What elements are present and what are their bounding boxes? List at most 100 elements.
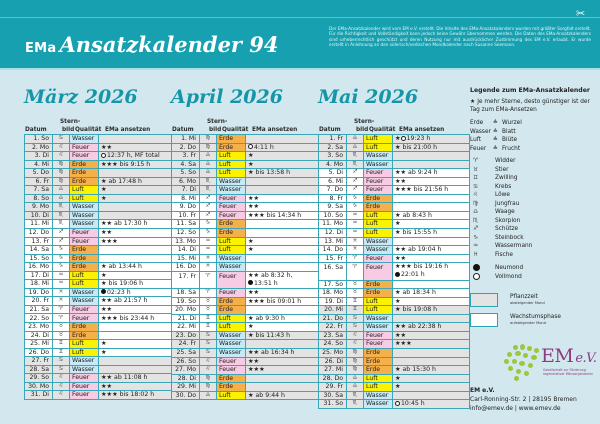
table-row: 6. Mo ♏ Wasser bbox=[171, 176, 323, 187]
date-cell: 4. Mo bbox=[318, 159, 347, 170]
phase-label: Pflanzzeit absteigender Mond bbox=[510, 293, 545, 306]
table-row: 4. Sa ♎ Luft ★ bbox=[171, 159, 323, 170]
zodiac-sign-icon: ♎ bbox=[346, 142, 364, 153]
quality-cell: Erde bbox=[216, 134, 246, 144]
ansetzen-cell: ★★ bbox=[245, 356, 323, 367]
zodiac-sign-icon: ♐ bbox=[346, 168, 364, 178]
date-cell: 19. Di bbox=[318, 296, 347, 307]
quality-cell: Erde bbox=[69, 262, 99, 272]
quality-cell: Wasser bbox=[216, 176, 246, 187]
ansetzen-cell bbox=[392, 313, 470, 324]
zodiac-sign-icon: ♐ bbox=[199, 210, 217, 221]
quality-cell: Luft bbox=[69, 270, 99, 281]
zodiac-name: Widder bbox=[495, 158, 516, 165]
zodiac-sign-icon: ♐ bbox=[346, 176, 364, 187]
phase-sublabel: absteigender Mond bbox=[510, 301, 545, 306]
phase-swatch bbox=[470, 313, 498, 328]
quality-cell: Erde bbox=[363, 348, 393, 358]
new-moon-icon bbox=[395, 271, 400, 277]
zodiac-name: Zwilling bbox=[495, 175, 518, 182]
date-cell: 11. Mi bbox=[24, 219, 53, 229]
ansetzen-cell: ★★ bbox=[245, 288, 323, 298]
quality-cell: Feuer bbox=[69, 236, 99, 247]
date-cell: 25. Mo bbox=[318, 348, 347, 358]
date-cell: 3. Fr bbox=[171, 151, 200, 161]
scissors-icon: ✂ bbox=[576, 7, 586, 20]
table-row: 3. Di ♌ Feuer 12:37 h, MF total bbox=[24, 151, 176, 161]
table-row: 16. Mo ♑ Erde ★ ab 13:44 h bbox=[24, 262, 176, 272]
table-row: 10. So ♒ Luft ★ ab 8:43 h bbox=[318, 210, 470, 221]
ansetzen-cell: ★ bbox=[98, 270, 176, 281]
quality-cell: Feuer bbox=[363, 185, 393, 195]
col-ansetzen: EMa ansetzen bbox=[105, 127, 151, 133]
table-row: 19. Di ♊ Luft ★ bbox=[318, 296, 470, 307]
zodiac-sign-icon: ♎ bbox=[199, 168, 217, 178]
legend-sign-row: ♋ Krebs bbox=[470, 183, 598, 192]
legend-sign-row: ♒ Wassermann bbox=[470, 242, 598, 251]
corresponds-icon: ≙ bbox=[493, 137, 498, 144]
date-cell: 7. Sa bbox=[24, 185, 53, 195]
legend-sign-row: ♎ Waage bbox=[470, 208, 598, 217]
date-cell: 7. Do bbox=[318, 185, 347, 195]
zodiac-sign-icon: ♏ bbox=[346, 399, 364, 409]
quality-cell: Wasser bbox=[216, 339, 246, 349]
ansetzen-cell bbox=[98, 134, 176, 144]
date-cell: 11. Sa bbox=[171, 219, 200, 229]
date-cell: 12. Do bbox=[24, 228, 53, 238]
quality-cell: Luft bbox=[216, 159, 246, 170]
quality-cell: Luft bbox=[216, 236, 246, 247]
date-cell: 27. Mi bbox=[318, 365, 347, 375]
table-row: 6. Mi ♐ Feuer ★★ bbox=[318, 176, 470, 187]
table-row: 15. Mi ♓ Wasser bbox=[171, 253, 323, 264]
quality-cell: Feuer bbox=[363, 339, 393, 349]
ansetzen-cell: ★★ bbox=[392, 253, 470, 264]
quality-cell: Erde bbox=[363, 193, 393, 204]
table-row: 19. So ♉ Erde ★★★ bis 09:01 h bbox=[171, 296, 323, 307]
date-cell: 12. Di bbox=[318, 228, 347, 238]
legend-sign-row: ♐ Schütze bbox=[470, 225, 598, 234]
ansetzen-cell bbox=[245, 253, 323, 264]
element-name: Wasser bbox=[470, 128, 491, 135]
date-cell: 24. Fr bbox=[171, 339, 200, 349]
zodiac-sign-icon: ♍ bbox=[199, 382, 217, 392]
table-row: 20. Mi ♊ Luft ★ bis 19:08 h bbox=[318, 305, 470, 315]
ansetzen-cell: ★★★ bis 18:02 h bbox=[98, 390, 176, 400]
zodiac-sign-icon: ♌ bbox=[199, 356, 217, 367]
column-headers: Datum Stern-bild Qualität EMa ansetzen bbox=[318, 114, 470, 134]
ansetzen-cell: ★★ ab 16:34 h bbox=[245, 348, 323, 358]
corresponds-icon: ≙ bbox=[493, 120, 498, 127]
table-row: 24. Fr ♋ Wasser bbox=[171, 339, 323, 349]
quality-cell: Wasser bbox=[216, 185, 246, 195]
table-row: 27. Mi ♍ Erde ★ ab 15:30 h bbox=[318, 365, 470, 375]
zodiac-sign-icon: ♌ bbox=[346, 339, 364, 349]
table-row: 9. Do ♐ Feuer ★★ bbox=[171, 202, 323, 212]
date-cell: 1. So bbox=[24, 134, 53, 144]
ansetzen-cell: ★ bis 19:06 h bbox=[98, 279, 176, 289]
legend-moon-phases: Neumond Vollmond bbox=[470, 264, 598, 281]
date-cell: 24. So bbox=[318, 339, 347, 349]
quality-cell: Luft bbox=[363, 134, 393, 144]
page-title: EMa Ansatzkalender 94 bbox=[25, 32, 279, 57]
quality-cell: Erde bbox=[216, 305, 246, 315]
ansetzen-cell bbox=[392, 202, 470, 212]
quality-cell: Wasser bbox=[363, 236, 393, 247]
table-row: 27. Fr ♋ Wasser bbox=[24, 356, 176, 366]
quality-cell: Erde bbox=[216, 382, 246, 392]
contact-web[interactable]: info@emev.de | www.emev.de bbox=[470, 405, 561, 412]
ansetzen-cell: ★ bbox=[392, 296, 470, 307]
zodiac-sign-icon: ♈ bbox=[346, 253, 364, 264]
date-cell: 14. Do bbox=[318, 245, 347, 255]
new-moon-icon bbox=[101, 289, 106, 295]
quality-cell: Luft bbox=[69, 347, 99, 358]
table-row: 28. Di ♍ Erde bbox=[171, 373, 323, 384]
date-cell: 27. Fr bbox=[24, 356, 53, 366]
table-row: 16. Sa ♈ Feuer ★★★ bis 19:16 h 22:01 h bbox=[318, 262, 470, 281]
date-cell: 29. Fr bbox=[318, 382, 347, 392]
date-cell: 16. Do bbox=[171, 262, 200, 272]
zodiac-sign-icon: ♒ bbox=[199, 245, 217, 255]
quality-cell: Feuer bbox=[69, 390, 99, 400]
zodiac-sign-icon: ♍ bbox=[52, 176, 70, 187]
zodiac-sign-icon: ♈ bbox=[346, 262, 364, 281]
quality-cell: Erde bbox=[363, 202, 393, 212]
calendar-table: 1. Mi ♍ Erde 2. Do ♍ Erde 4:11 h 3. Fr ♎ Luft ★ 4. … bbox=[171, 134, 323, 401]
